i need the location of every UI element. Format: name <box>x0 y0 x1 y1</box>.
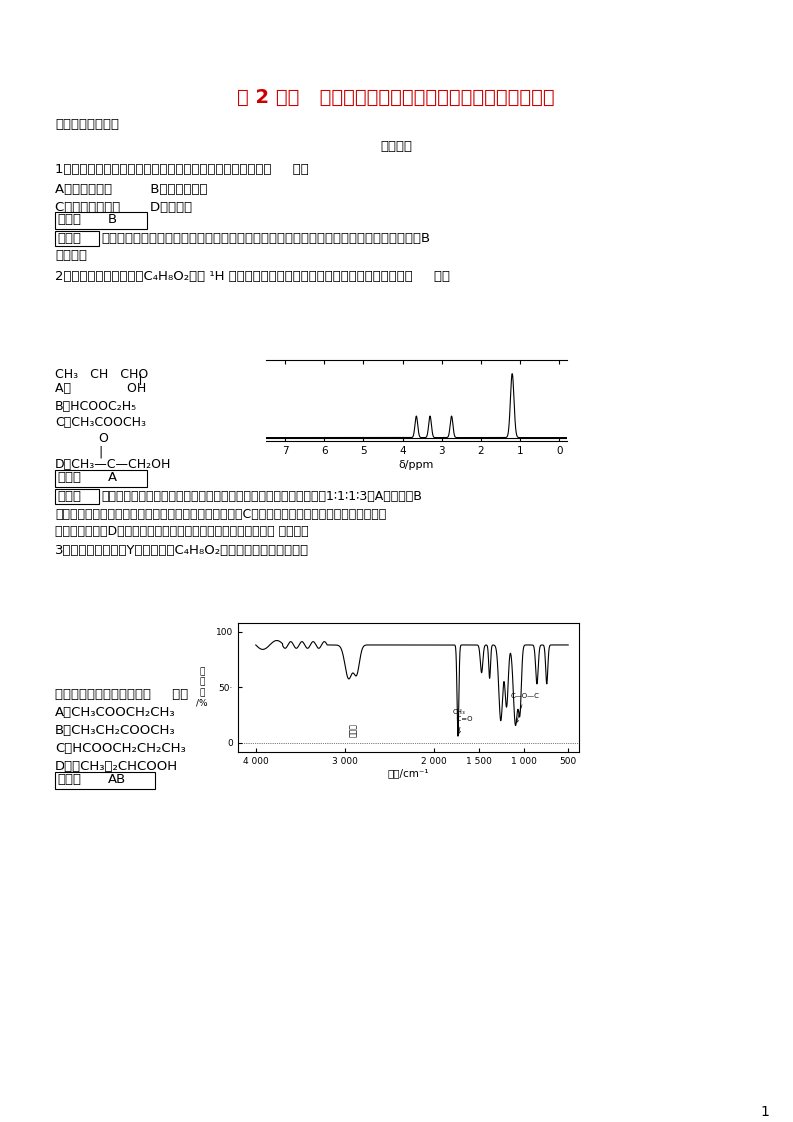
Text: 项有机物分子中有三种不同化学环境的氢原子，不符合；C项有机物分子中有两种不同化学环境的氢: 项有机物分子中有三种不同化学环境的氢原子，不符合；C项有机物分子中有两种不同化学… <box>55 508 386 521</box>
Text: 则该有机物可能的结构为（     ）。: 则该有机物可能的结构为（ ）。 <box>55 688 188 701</box>
Text: A．CH₃COOCH₂CH₃: A．CH₃COOCH₂CH₃ <box>55 706 175 719</box>
Text: C．CH₃COOCH₃: C．CH₃COOCH₃ <box>55 416 146 429</box>
Bar <box>55 772 155 789</box>
Text: B．CH₃CH₂COOCH₃: B．CH₃CH₂COOCH₃ <box>55 724 175 737</box>
Text: D．CH₃—C—CH₂OH: D．CH₃—C—CH₂OH <box>55 458 171 471</box>
Text: 3．（双选）有机物Y的分子式为C₄H₈O₂，其红外光谱如图所示：: 3．（双选）有机物Y的分子式为C₄H₈O₂，其红外光谱如图所示： <box>55 544 309 557</box>
Text: A: A <box>108 471 117 484</box>
Text: 基础巩固: 基础巩固 <box>380 140 412 153</box>
Text: 答案：: 答案： <box>57 773 81 787</box>
Text: C．核磁共振波谱       D．质谱法: C．核磁共振波谱 D．质谱法 <box>55 201 192 214</box>
Text: A．              OH: A． OH <box>55 381 146 395</box>
Text: D．（CH₃）₂CHCOOH: D．（CH₃）₂CHCOOH <box>55 760 178 773</box>
Text: 1．能用来分析分子中的化学键及官能团信息的物理方法是（     ）。: 1．能用来分析分子中的化学键及官能团信息的物理方法是（ ）。 <box>55 163 308 176</box>
Text: CH₃   CH   CHO: CH₃ CH CHO <box>55 368 148 381</box>
Text: 原子，不符合；D项有机物分子中有三种不同化学环境的氢原子， 不符合。: 原子，不符合；D项有机物分子中有三种不同化学环境的氢原子， 不符合。 <box>55 525 308 539</box>
Text: O: O <box>55 432 109 445</box>
Text: 答案：: 答案： <box>57 471 81 484</box>
Text: 答案：: 答案： <box>57 213 81 226</box>
X-axis label: δ/ppm: δ/ppm <box>399 460 434 470</box>
Bar <box>55 489 99 504</box>
Text: C．HCOOCH₂CH₂CH₃: C．HCOOCH₂CH₂CH₃ <box>55 742 186 755</box>
Text: 项正确。: 项正确。 <box>55 249 87 263</box>
Text: 课后训练巩固提升: 课后训练巩固提升 <box>55 118 119 131</box>
Text: 解析：: 解析： <box>57 232 81 245</box>
Text: A．铜丝燃烧法         B．红外光谱法: A．铜丝燃烧法 B．红外光谱法 <box>55 183 208 196</box>
Text: CH₃
  C=O: CH₃ C=O <box>452 709 473 734</box>
Bar <box>55 470 147 487</box>
Text: 2．某有机物的分子式为C₄H₈O₂，其 ¹H 核磁共振谱图如下所示，则该有机物的结构简式为（     ）。: 2．某有机物的分子式为C₄H₈O₂，其 ¹H 核磁共振谱图如下所示，则该有机物的… <box>55 270 450 283</box>
Bar <box>55 231 99 246</box>
Bar <box>55 212 147 229</box>
Text: 不系称: 不系称 <box>350 723 358 737</box>
Text: 解析：: 解析： <box>57 490 81 503</box>
Text: 由图示知，该有机物分子中有四种不同化学环境的氢原子，且比例为1∶1∶1∶3，A项符合；B: 由图示知，该有机物分子中有四种不同化学环境的氢原子，且比例为1∶1∶1∶3，A项… <box>101 490 422 503</box>
X-axis label: 波数/cm⁻¹: 波数/cm⁻¹ <box>388 769 429 779</box>
Text: 不同的官能团红外光谱图不同，因此可以用红外光谱法分析分子中的化学键和官能团信息，B: 不同的官能团红外光谱图不同，因此可以用红外光谱法分析分子中的化学键和官能团信息，… <box>101 232 430 245</box>
Text: 1: 1 <box>760 1105 769 1119</box>
Text: 第 2 课时   有机化合物结构的研究与有机化学反应的研究: 第 2 课时 有机化合物结构的研究与有机化学反应的研究 <box>237 88 555 107</box>
Text: C—O—C: C—O—C <box>510 693 539 723</box>
Text: B．HCOOC₂H₅: B．HCOOC₂H₅ <box>55 401 137 413</box>
Text: AB: AB <box>108 773 126 787</box>
Text: |: | <box>55 445 103 458</box>
Y-axis label: 透
过
率
/%: 透 过 率 /% <box>196 668 208 707</box>
Text: B: B <box>108 213 117 226</box>
